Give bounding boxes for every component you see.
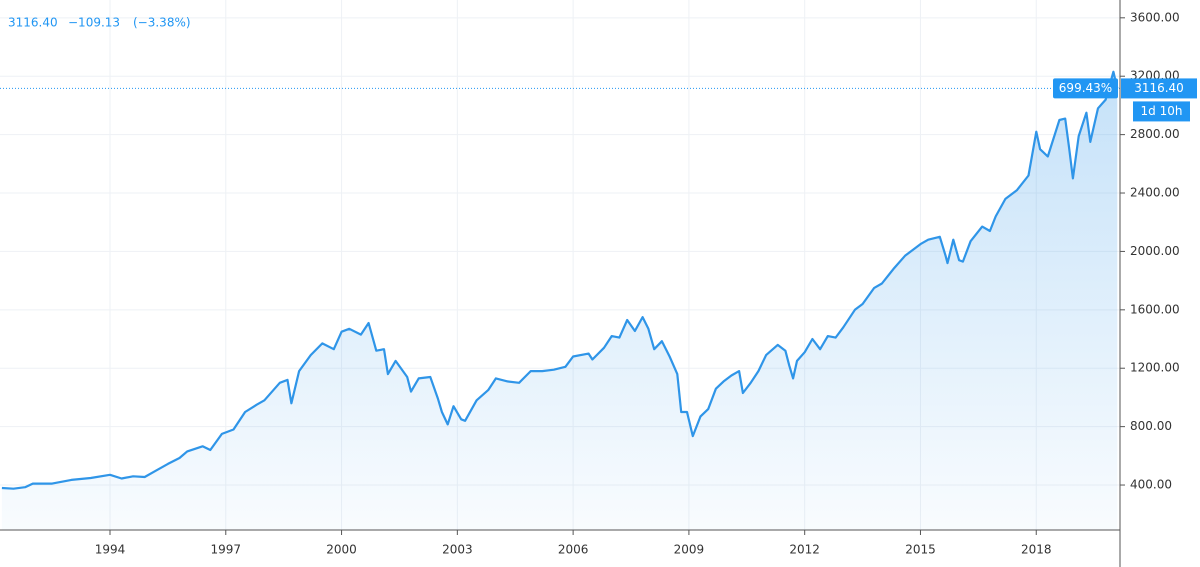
x-tick-label: 1994 [95, 543, 126, 557]
x-tick-label: 1997 [211, 543, 242, 557]
header-price: 3116.40 [8, 16, 58, 30]
x-tick-label: 2012 [789, 543, 820, 557]
y-tick-label: 2400.00 [1130, 186, 1180, 200]
percent-badge [1053, 78, 1118, 99]
y-tick-label: 2800.00 [1130, 127, 1180, 141]
price-badge [1121, 78, 1197, 99]
header-change-pct: (−3.38%) [133, 16, 191, 30]
percent-label: 699.43% [1059, 81, 1112, 95]
x-tick-label: 2009 [674, 543, 705, 557]
price-label: 3116.40 [1134, 81, 1184, 95]
x-tick-label: 2006 [558, 543, 589, 557]
x-tick-label: 2015 [905, 543, 936, 557]
price-labels: 699.43% 3116.40 1d 10h [1053, 78, 1197, 122]
header-change: −109.13 [68, 16, 120, 30]
axes: 400.00 800.00 1200.00 1600.00 2000.00 2400.00… [95, 10, 1180, 556]
y-tick-label: 400.00 [1130, 478, 1172, 492]
x-tick-label: 2018 [1021, 543, 1052, 557]
y-tick-label: 800.00 [1130, 419, 1172, 433]
y-tick-label: 3600.00 [1130, 10, 1180, 24]
y-tick-label: 1200.00 [1130, 361, 1180, 375]
price-line [1, 70, 1119, 490]
plot [0, 70, 1120, 531]
countdown-label: 1d 10h [1141, 104, 1183, 118]
area-fill [1, 71, 1118, 531]
y-tick-label: 2000.00 [1130, 244, 1180, 258]
y-tick-label: 1600.00 [1130, 302, 1180, 316]
x-tick-label: 2003 [442, 543, 473, 557]
x-tick-label: 2000 [326, 543, 357, 557]
countdown-badge [1133, 101, 1190, 122]
